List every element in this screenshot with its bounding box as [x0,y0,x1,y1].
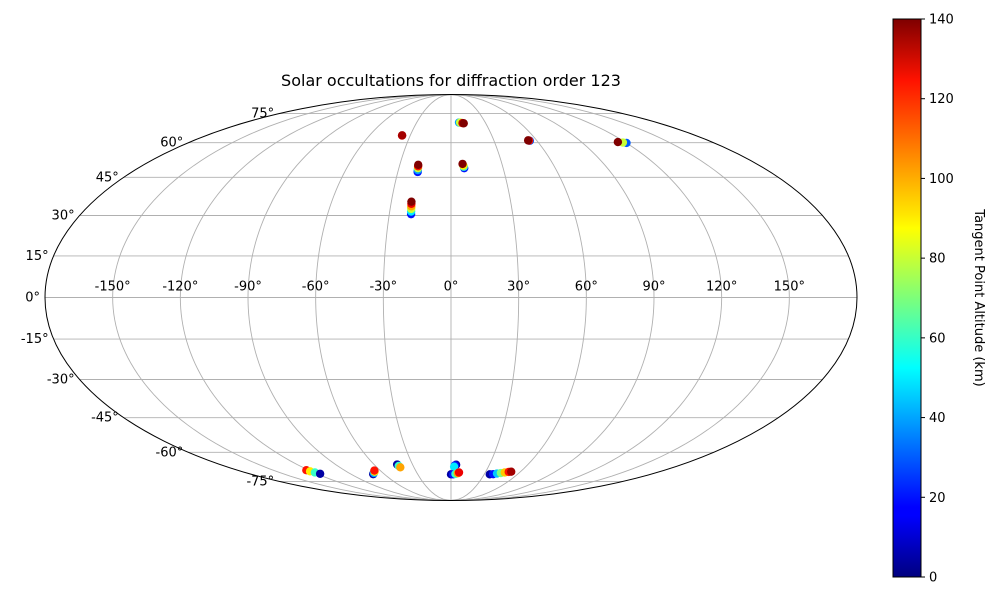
longitude-tick-label: 150° [774,280,805,295]
latitude-tick-label: 60° [160,136,183,151]
latitude-tick-label: -60° [156,445,184,460]
colorbar-tick-label: 80 [929,252,946,267]
colorbar-tick-label: 0 [929,571,937,586]
data-point [523,136,533,145]
longitude-tick-label: 30° [507,280,530,295]
data-point [449,462,459,471]
data-point [507,467,516,476]
longitude-tick-label: 60° [575,280,598,295]
latitude-tick-label: -15° [21,332,49,347]
latitude-tick-label: -30° [47,373,75,388]
longitude-tick-label: -60° [302,280,330,295]
longitude-tick-label: 0° [444,280,459,295]
colorbar-tick-label: 120 [929,92,954,107]
data-point [414,160,423,170]
longitude-tick-label: 120° [706,280,737,295]
latitude-tick-label: 15° [26,249,49,264]
longitude-tick-label: 90° [642,280,665,295]
data-point [407,197,416,206]
longitude-tick-label: -120° [162,280,198,295]
data-point [397,131,407,140]
map-boundary [44,94,858,501]
data-point [315,469,325,478]
colorbar: 0 20 40 60 80 100 120 140 Tangent Point Altitud… [892,13,986,586]
graticule [45,94,857,501]
chart-title: Solar occultations for diffraction order… [281,71,621,90]
longitude-labels: -150° -120° -90° -60° -30° 0° 30° 60° 90° 120° 150… [95,280,805,295]
data-point [459,119,468,128]
data-point [370,466,379,475]
colorbar-tick-label: 100 [929,172,954,187]
longitude-tick-label: -150° [95,280,131,295]
latitude-tick-label: 45° [96,170,119,185]
data-point [396,463,405,472]
latitude-tick-label: -45° [91,411,119,426]
colorbar-tick-label: 140 [929,13,954,28]
data-points [302,118,631,479]
latitude-tick-label: -75° [246,474,274,489]
colorbar-tick-label: 40 [929,411,946,426]
data-point [454,468,464,477]
data-point [613,137,623,147]
latitude-labels: -75° -60° -45° -30° -15° 0° 15° 30° 45° 60° 75° [21,107,274,490]
latitude-tick-label: 75° [251,107,274,122]
colorbar-tick-label: 20 [929,491,946,506]
colorbar-gradient [892,18,922,578]
latitude-tick-label: 0° [25,291,40,306]
data-point [458,159,467,169]
colorbar-label: Tangent Point Altitude (km) [971,208,986,386]
colorbar-ticks: 0 20 40 60 80 100 120 140 [921,13,954,586]
longitude-tick-label: -30° [369,280,397,295]
longitude-tick-label: -90° [234,280,262,295]
colorbar-tick-label: 60 [929,331,946,346]
latitude-tick-label: 30° [52,208,75,223]
